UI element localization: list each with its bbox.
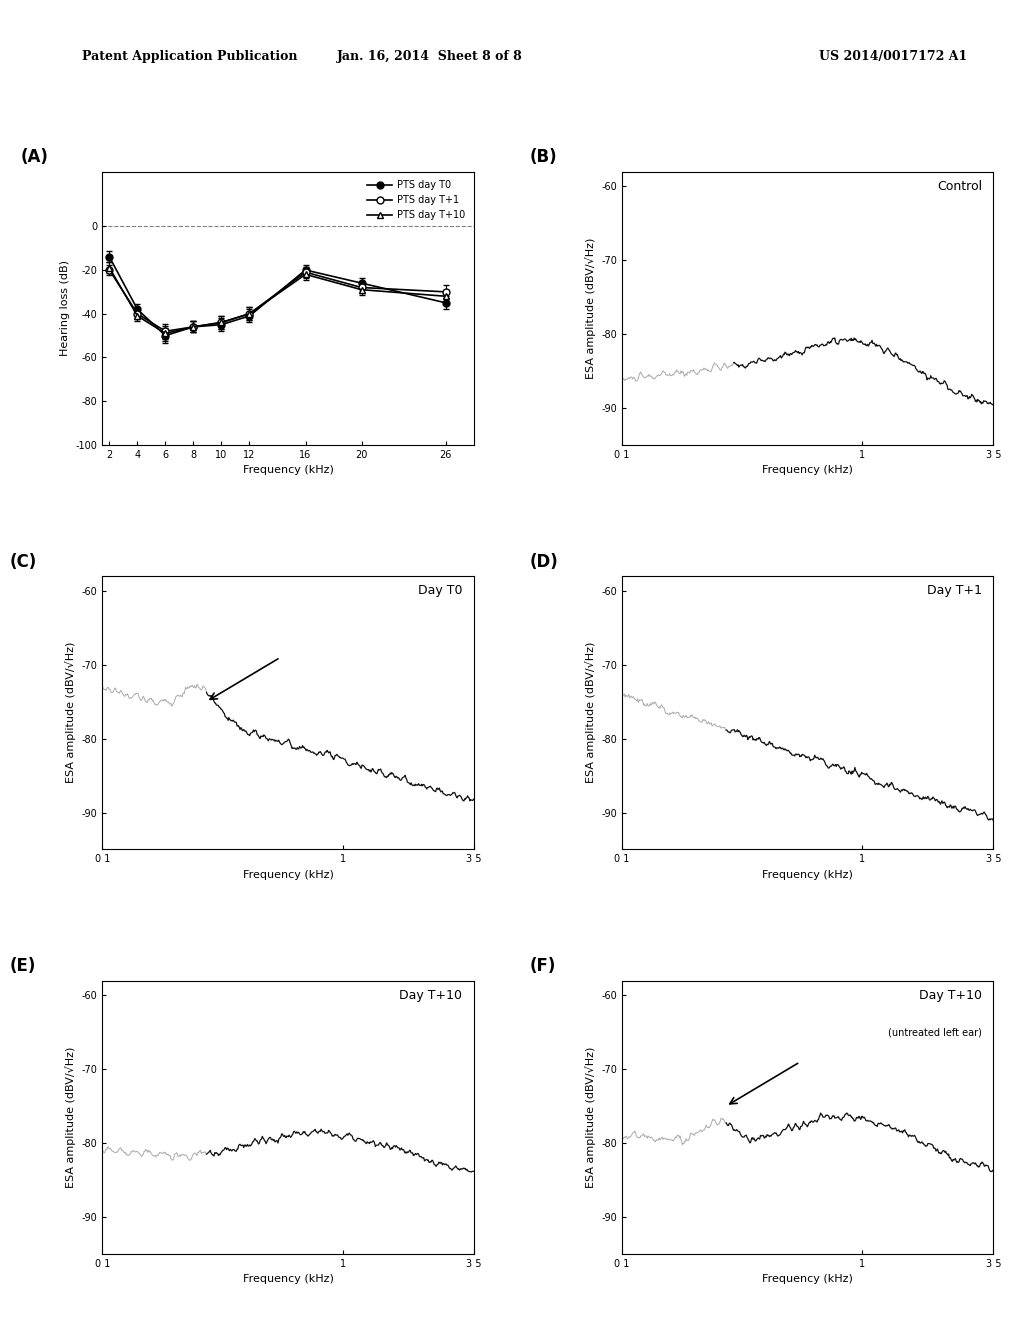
Text: (B): (B) (529, 148, 557, 166)
X-axis label: Frequency (kHz): Frequency (kHz) (762, 1274, 853, 1284)
Text: US 2014/0017172 A1: US 2014/0017172 A1 (819, 50, 968, 63)
Y-axis label: Hearing loss (dB): Hearing loss (dB) (60, 260, 70, 356)
Text: (A): (A) (20, 148, 48, 166)
Y-axis label: ESA amplitude (dBV/√Hz): ESA amplitude (dBV/√Hz) (585, 238, 596, 379)
Text: Day T0: Day T0 (418, 585, 463, 598)
Legend: PTS day T0, PTS day T+1, PTS day T+10: PTS day T0, PTS day T+1, PTS day T+10 (364, 177, 469, 224)
Text: (untreated left ear): (untreated left ear) (888, 1027, 982, 1038)
Y-axis label: ESA amplitude (dBV/√Hz): ESA amplitude (dBV/√Hz) (585, 1047, 596, 1188)
X-axis label: Frequency (kHz): Frequency (kHz) (243, 870, 334, 880)
Text: (F): (F) (529, 957, 556, 975)
Text: (E): (E) (9, 957, 36, 975)
Text: Jan. 16, 2014  Sheet 8 of 8: Jan. 16, 2014 Sheet 8 of 8 (337, 50, 523, 63)
X-axis label: Frequency (kHz): Frequency (kHz) (243, 466, 334, 475)
Text: Day T+10: Day T+10 (920, 989, 982, 1002)
Text: (D): (D) (529, 553, 558, 570)
X-axis label: Frequency (kHz): Frequency (kHz) (243, 1274, 334, 1284)
Text: Patent Application Publication: Patent Application Publication (82, 50, 297, 63)
X-axis label: Frequency (kHz): Frequency (kHz) (762, 870, 853, 880)
Text: Control: Control (937, 180, 982, 193)
Text: Day T+1: Day T+1 (927, 585, 982, 598)
Y-axis label: ESA amplitude (dBV/√Hz): ESA amplitude (dBV/√Hz) (66, 1047, 76, 1188)
Y-axis label: ESA amplitude (dBV/√Hz): ESA amplitude (dBV/√Hz) (585, 642, 596, 784)
Text: Day T+10: Day T+10 (399, 989, 463, 1002)
X-axis label: Frequency (kHz): Frequency (kHz) (762, 466, 853, 475)
Text: (C): (C) (9, 553, 37, 570)
Y-axis label: ESA amplitude (dBV/√Hz): ESA amplitude (dBV/√Hz) (66, 642, 76, 784)
